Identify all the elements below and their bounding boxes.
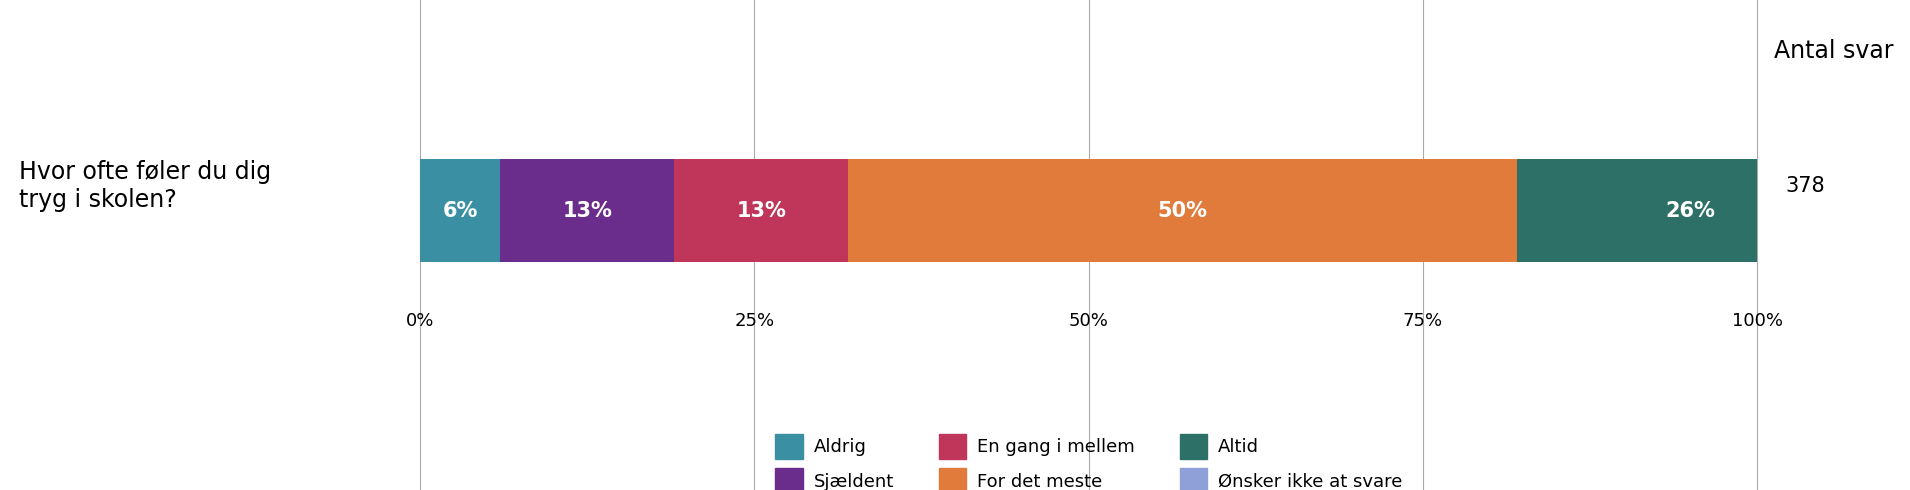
Bar — [500, 160, 674, 262]
Bar — [420, 160, 500, 262]
Bar — [1864, 160, 1878, 262]
Text: 378: 378 — [1786, 176, 1826, 196]
Bar — [1517, 160, 1864, 262]
Text: 13%: 13% — [562, 201, 613, 220]
Text: 6%: 6% — [443, 201, 478, 220]
Text: 26%: 26% — [1666, 201, 1715, 220]
Text: Hvor ofte føler du dig
tryg i skolen?: Hvor ofte føler du dig tryg i skolen? — [19, 160, 271, 212]
Text: Antal svar: Antal svar — [1774, 39, 1893, 63]
Legend: Aldrig, Sjældent, En gang i mellem, For det meste, Altid, Ønsker ikke at svare: Aldrig, Sjældent, En gang i mellem, For … — [775, 434, 1402, 490]
Text: 50%: 50% — [1157, 201, 1207, 220]
Bar — [674, 160, 848, 262]
Bar — [848, 160, 1517, 262]
Text: 13%: 13% — [735, 201, 787, 220]
